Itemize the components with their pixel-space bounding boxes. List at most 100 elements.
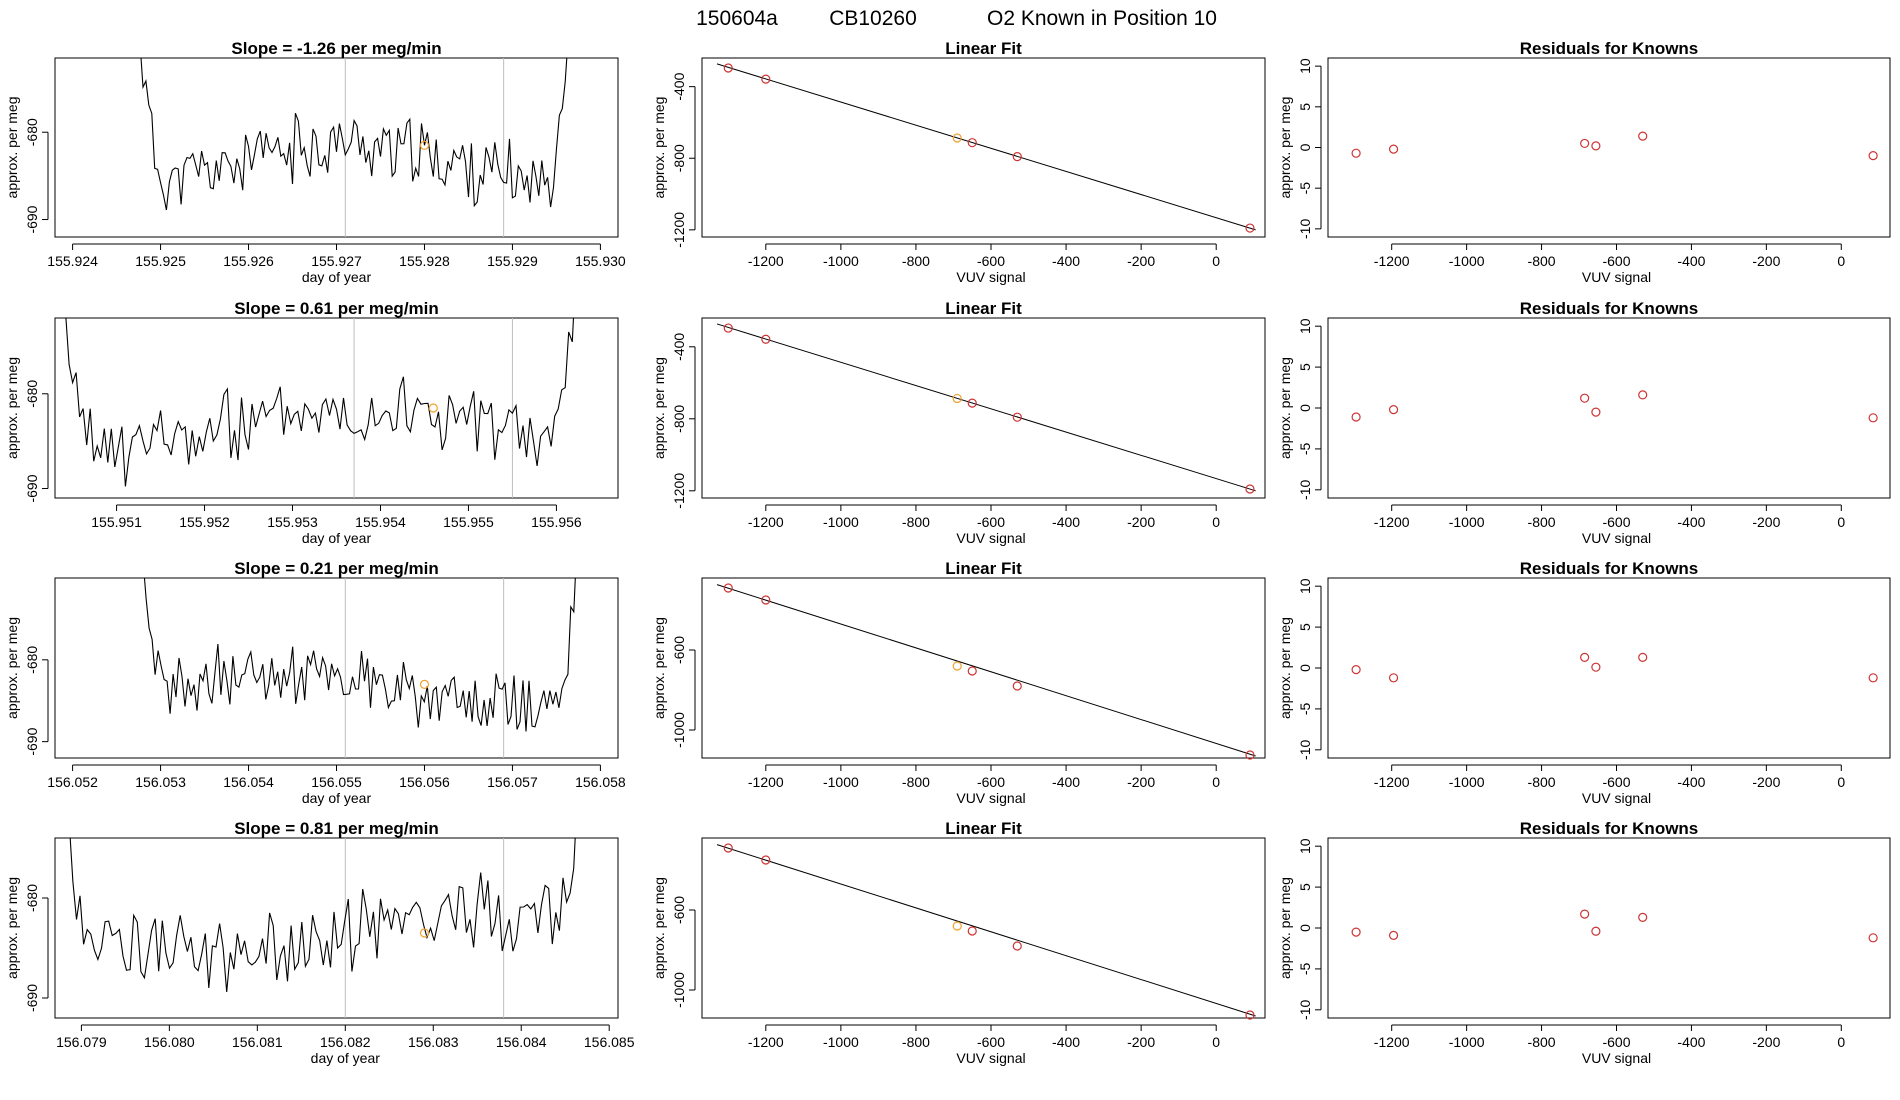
row4-resid-x-axis-title: VUV signal [1582, 1050, 1651, 1066]
row4-fit-data-point [967, 926, 977, 936]
row1-time-x-tick-label: 155.930 [575, 253, 626, 269]
row2-resid-x-axis: -1200 -1000 -800 -600 -400 -200 0 VUV signal [1374, 504, 1845, 546]
row4-time-y-tick-label: -680 [24, 884, 40, 912]
row2-time-sample-marker [428, 403, 438, 413]
row2-fit-data-point [952, 393, 962, 404]
row4-resid-x-tick-label: -600 [1602, 1034, 1630, 1050]
row2-resid-panel: Residuals for Knowns -1200 -1000 -800 -600 -4… [1277, 299, 1891, 546]
row4-time-y-tick-label: -690 [24, 984, 40, 1012]
row2-time-x-tick-label: 155.955 [443, 514, 494, 530]
suptitle-description: O2 Known in Position 10 [987, 7, 1217, 30]
row1-fit-regression-line [716, 63, 1256, 231]
row2-resid-x-tick-label: -200 [1752, 514, 1780, 530]
row1-fit-y-axis-title: approx. per meg [651, 97, 667, 199]
row2-fit-data-point [1012, 412, 1022, 422]
row1-fit-y-tick-label: -400 [671, 72, 687, 100]
row2-resid-y-tick-label: -10 [1297, 479, 1313, 499]
row3-resid-y-tick-label: -10 [1297, 739, 1313, 759]
row1-resid-y-tick-label: -10 [1297, 219, 1313, 239]
row3-fit-x-axis-title: VUV signal [956, 790, 1025, 806]
row4-fit-data-point [1012, 941, 1022, 951]
row4-resid-y-tick-label: 5 [1297, 883, 1313, 891]
row4-time-x-tick-label: 156.080 [144, 1034, 195, 1050]
row1-time-sample-marker [419, 140, 430, 150]
row4-fit-data-point [723, 843, 733, 853]
row1-time-y-tick-label: -690 [24, 205, 40, 233]
row2-time-y-tick-label: -680 [24, 380, 40, 408]
row2-fit-data-point [1245, 484, 1255, 494]
row3-fit-data-point [723, 583, 733, 593]
row1-resid-x-axis-title: VUV signal [1582, 269, 1651, 285]
row3-resid-y-axis-title: approx. per meg [1277, 617, 1293, 719]
row2-fit-x-tick-label: 0 [1212, 514, 1220, 530]
row3-time-y-tick-label: -680 [24, 646, 40, 674]
row1-resid-x-tick-label: -200 [1752, 253, 1780, 269]
row4-time-x-axis-title: day of year [311, 1050, 381, 1066]
row3-time-y-axis-title: approx. per meg [4, 617, 20, 719]
row2-fit-x-tick-label: -400 [1052, 514, 1080, 530]
row2-resid-y-axis-title: approx. per meg [1277, 357, 1293, 459]
row1-resid-y-tick-label: 5 [1297, 103, 1313, 111]
row4-time-slope-title: Slope = 0.81 per meg/min [234, 819, 439, 838]
row4-resid-y-tick-label: -5 [1297, 962, 1313, 975]
row3-resid-panel: Residuals for Knowns-1200 -1000 -800 -600 -4… [1277, 559, 1891, 806]
row2-resid-residual-point [1388, 405, 1399, 415]
row4-fit-x-tick-label: -800 [902, 1034, 930, 1050]
row1-resid-residual-point [1591, 141, 1601, 151]
row2-time-title: Slope = 0.61 per meg/min [234, 299, 439, 318]
row1-resid-x-tick-label: -800 [1528, 253, 1556, 269]
row3-fit-x-tick-label: -600 [977, 774, 1005, 790]
row4-time-x-tick-label: 156.084 [496, 1034, 547, 1050]
row4-fit-x-tick-label: -1200 [748, 1034, 784, 1050]
row1-resid-y-tick-label: -5 [1297, 182, 1313, 195]
row1-resid-x-tick-label: 0 [1837, 253, 1845, 269]
row4-fit-x-axis: -1200 -1000 -800 -600 -400 -200 0 VUV signal [748, 1024, 1220, 1066]
row4-resid-x-tick-label: -400 [1677, 1034, 1705, 1050]
row1-resid-x-tick-label: -1000 [1449, 253, 1485, 269]
row3-fit-data-point [967, 666, 977, 676]
row3-resid-x-tick-label: -800 [1528, 774, 1556, 790]
row4-time-y-axis-title: approx. per meg [4, 877, 20, 979]
row3-fit-panel: Linear Fit -1200 -1000 -800 -600 -400 -200 0 VUV… [651, 559, 1266, 806]
row3-fit-plot-frame [701, 577, 1266, 759]
row4-time-x-tick-label: 156.082 [320, 1034, 371, 1050]
row4-resid-plot-frame [1327, 837, 1891, 1019]
row2-fit-panel: Linear Fit -1200 -1000 -800 -600 -400 -200 0 VUV… [651, 299, 1266, 546]
row1-resid-panel: Residuals for Knowns-1200 -1000 -800 -600 -4… [1277, 39, 1891, 285]
row2-fit-y-tick-label: -1200 [671, 473, 687, 509]
row1-resid-residual-point [1351, 148, 1361, 158]
row2-fit-x-axis-title: VUV signal [956, 530, 1025, 546]
row3-resid-y-tick-label: -5 [1297, 702, 1313, 715]
row2-fit-y-axis-title: approx. per meg [651, 357, 667, 459]
row3-resid-x-tick-label: -1000 [1449, 774, 1485, 790]
row4-time-x-tick-label: 156.081 [232, 1034, 283, 1050]
row2-fit-x-axis: -1200 -1000 -800 -600 -400 -200 0 VUV signal [748, 504, 1220, 546]
row2-resid-x-tick-label: -1000 [1449, 514, 1485, 530]
row3-resid-x-tick-label: 0 [1837, 774, 1845, 790]
row1-fit-data-point [723, 63, 733, 73]
row4-fit-y-axis-title: approx. per meg [651, 877, 667, 979]
row3-resid-x-tick-label: -200 [1752, 774, 1780, 790]
row2-fit-x-tick-label: -1000 [823, 514, 859, 530]
row1-resid-residual-point [1638, 131, 1648, 141]
row4-fit-y-tick-label: -1000 [671, 972, 687, 1008]
row4-time-x-tick-label: 156.079 [56, 1034, 107, 1050]
row2-resid-residual-point [1868, 413, 1878, 423]
row2-time-plot-frame [54, 317, 619, 499]
row1-resid-x-tick-label: -1200 [1374, 253, 1410, 269]
row3-time-x-axis: 156.052 156.053 156.054 156.055 156.056 156.0… [47, 764, 626, 806]
row2-time-x-tick-label: 155.952 [179, 514, 230, 530]
row2-fit-data-point [967, 398, 977, 408]
row4-resid-residual-point [1388, 930, 1399, 940]
row2-resid-title: Residuals for Knowns [1520, 299, 1699, 318]
row2-resid-y-axis: 10 5 0 -5 -10 approx. per meg [1277, 318, 1322, 500]
row1-fit-data-point [952, 133, 962, 143]
row2-resid-x-tick-label: -600 [1602, 514, 1630, 530]
row2-time-x-tick-label: 155.956 [531, 514, 582, 530]
row1-fit-plot-frame [701, 57, 1266, 238]
